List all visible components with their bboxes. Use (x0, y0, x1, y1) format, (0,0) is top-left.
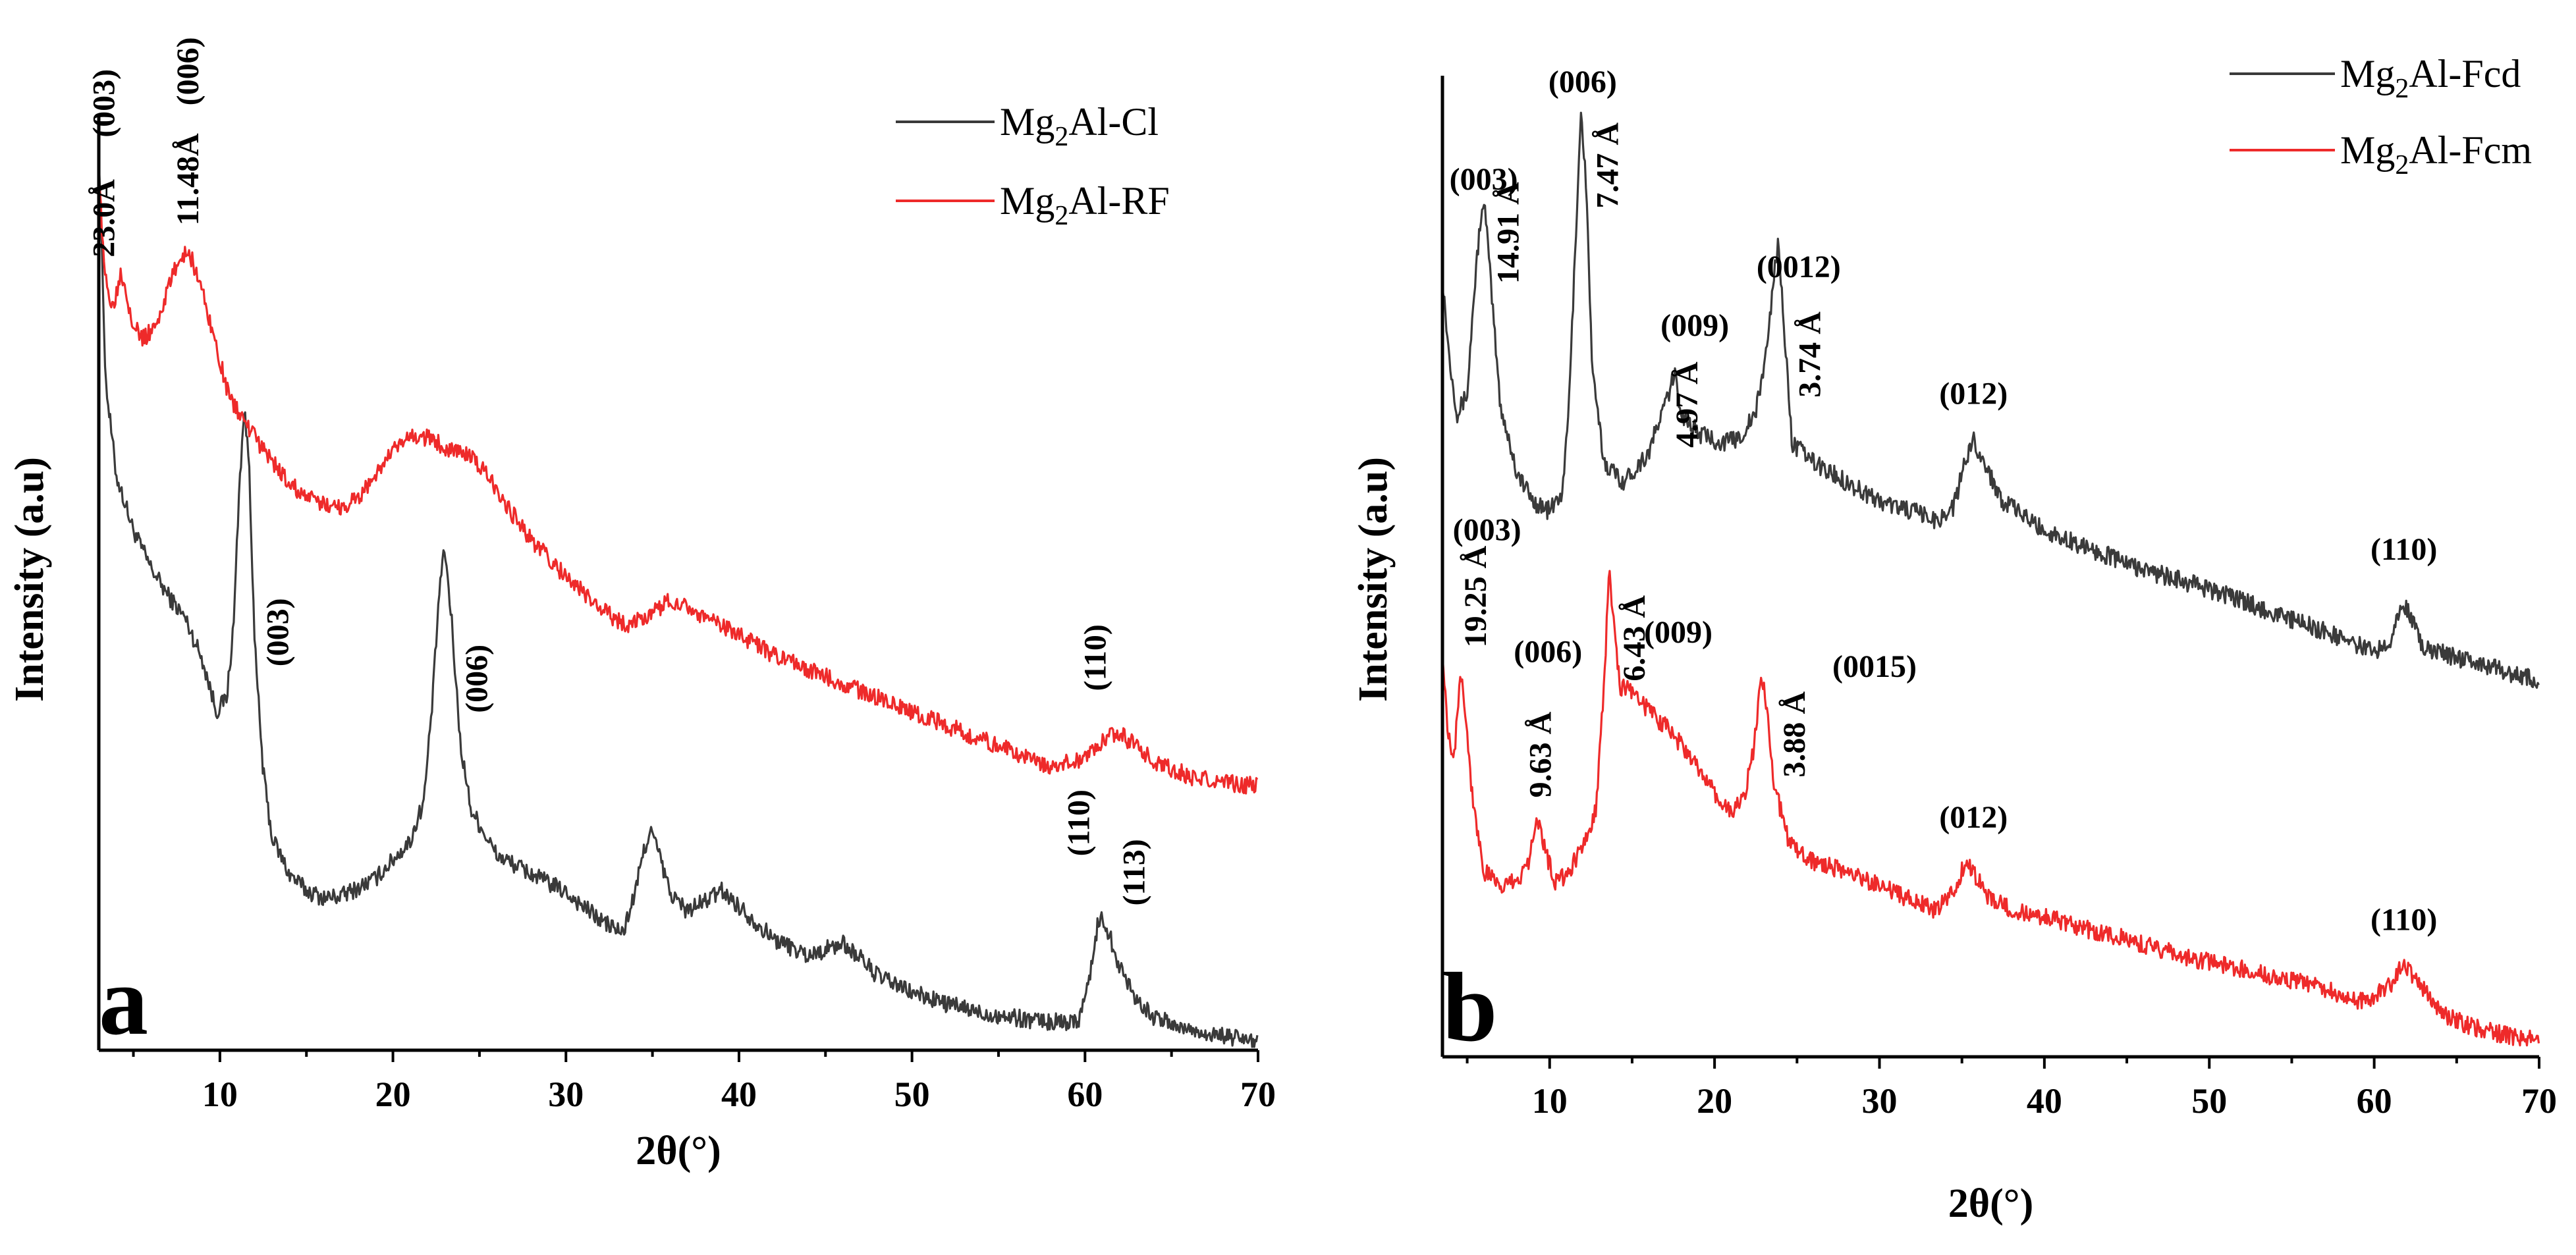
peak-annotation: (003) (260, 598, 295, 666)
peak-annotation: 14.91 Å (1491, 182, 1526, 284)
peak-annotation: (003) (87, 69, 122, 138)
legend-label-rest: Al-RF (1068, 179, 1169, 223)
x-tick-label: 70 (1240, 1075, 1276, 1114)
panel-label: a (99, 946, 148, 1055)
series-line-mg2al-fcd (1441, 111, 2540, 689)
legend-label-rest: Al-Cl (1068, 100, 1159, 144)
legend-label-subscript: 2 (2395, 150, 2409, 180)
panel-label: b (1442, 953, 1497, 1062)
series-line-mg2al-fcm (1441, 570, 2540, 1047)
peak-annotation: 3.88 Å (1777, 691, 1812, 778)
peak-annotation: 7.47 Å (1590, 122, 1625, 209)
peak-annotation: (113) (1117, 839, 1152, 905)
peak-annotation: 4.97 Å (1670, 361, 1705, 448)
x-tick-label: 60 (1067, 1075, 1103, 1114)
x-tick-label: 50 (894, 1075, 930, 1114)
peak-annotation: 11.48Å (171, 133, 206, 225)
peak-annotation: (006) (171, 37, 206, 105)
peak-annotation: (006) (460, 645, 495, 713)
legend-label: Mg2Al-Cl (1000, 100, 1159, 152)
x-tick-label: 20 (375, 1075, 411, 1114)
peak-annotation: (006) (1548, 65, 1617, 99)
peak-annotation: 23.0Å (87, 179, 122, 257)
legend-label: Mg2Al-RF (1000, 179, 1170, 231)
x-tick-label: 20 (1697, 1081, 1732, 1121)
legend-label-rest: Al-Fcm (2409, 128, 2532, 172)
legend-label-main: Mg (1000, 179, 1055, 223)
legend-label-main: Mg (2340, 52, 2395, 95)
legend-entry: Mg2Al-Cl (896, 100, 1159, 152)
legend-label: Mg2Al-Fcm (2340, 128, 2532, 180)
peak-annotation: (0012) (1757, 250, 1841, 284)
legend-label-main: Mg (1000, 100, 1055, 144)
legend-entry: Mg2Al-Fcm (2230, 128, 2532, 180)
legend-entry: Mg2Al-RF (896, 179, 1170, 231)
peak-annotation: (009) (1644, 615, 1713, 650)
peak-annotation: (0015) (1832, 649, 1917, 684)
y-axis-title: Intensity (a.u) (1351, 457, 1396, 702)
peak-annotation: (003) (1453, 513, 1521, 548)
x-axis-title: 2θ(°) (636, 1129, 721, 1173)
legend-label-rest: Al-Fcd (2409, 52, 2521, 95)
x-tick-label: 50 (2191, 1081, 2227, 1121)
peak-annotation: (003) (1450, 162, 1518, 197)
x-axis-title: 2θ(°) (1948, 1181, 2033, 1226)
x-tick-label: 10 (1532, 1081, 1568, 1121)
x-tick-label: 30 (1861, 1081, 1897, 1121)
legend-label-main: Mg (2340, 128, 2395, 172)
peak-annotation: 9.63 Å (1523, 711, 1558, 797)
legend-label-subscript: 2 (1055, 122, 1068, 152)
legend-entry: Mg2Al-Fcd (2230, 52, 2521, 104)
legend-label-subscript: 2 (1055, 201, 1068, 231)
x-tick-label: 60 (2357, 1081, 2392, 1121)
x-tick-label: 40 (2027, 1081, 2062, 1121)
peak-annotation: 6.43 Å (1617, 595, 1652, 681)
x-tick-label: 70 (2521, 1081, 2557, 1121)
peak-annotation: (012) (1939, 376, 2008, 411)
x-tick-label: 30 (548, 1075, 584, 1114)
peak-annotation: 3.74 Å (1792, 311, 1827, 398)
y-axis-title: Intensity (a.u) (7, 457, 52, 702)
peak-annotation: (009) (1660, 308, 1729, 343)
series-line-mg2al-cl (97, 158, 1259, 1048)
legend-label-subscript: 2 (2395, 74, 2409, 104)
peak-annotation: (110) (1062, 789, 1097, 856)
legend-label: Mg2Al-Fcd (2340, 52, 2521, 104)
series-line-mg2al-rf (97, 176, 1259, 795)
x-tick-label: 40 (721, 1075, 757, 1114)
peak-annotation: (012) (1939, 800, 2008, 835)
peak-annotation: (006) (1514, 635, 1582, 670)
peak-annotation: (110) (2370, 903, 2437, 938)
peak-annotation: (110) (2370, 532, 2437, 567)
peak-annotation: 19.25 Å (1458, 545, 1493, 647)
x-tick-label: 10 (202, 1075, 238, 1114)
peak-annotation: (110) (1078, 624, 1113, 691)
